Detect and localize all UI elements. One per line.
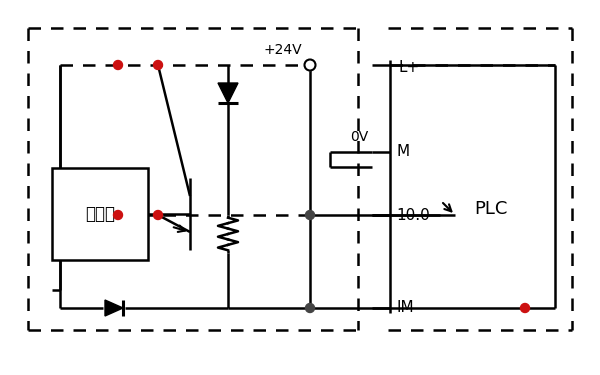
- Text: L+: L+: [398, 60, 419, 75]
- Polygon shape: [105, 300, 123, 316]
- Circle shape: [305, 60, 316, 70]
- Text: PLC: PLC: [475, 200, 508, 218]
- Circle shape: [154, 60, 163, 69]
- Circle shape: [154, 210, 163, 219]
- Polygon shape: [218, 83, 238, 103]
- Circle shape: [305, 303, 314, 312]
- Circle shape: [521, 303, 530, 312]
- Text: IM: IM: [396, 300, 413, 315]
- Circle shape: [113, 210, 122, 219]
- Text: M: M: [396, 144, 409, 159]
- Text: 10.0: 10.0: [396, 207, 430, 222]
- Text: +24V: +24V: [263, 43, 302, 57]
- Text: 主电路: 主电路: [85, 205, 115, 223]
- Text: 0V: 0V: [350, 130, 368, 144]
- Bar: [52, 168, 148, 260]
- Circle shape: [305, 210, 314, 219]
- Circle shape: [113, 60, 122, 69]
